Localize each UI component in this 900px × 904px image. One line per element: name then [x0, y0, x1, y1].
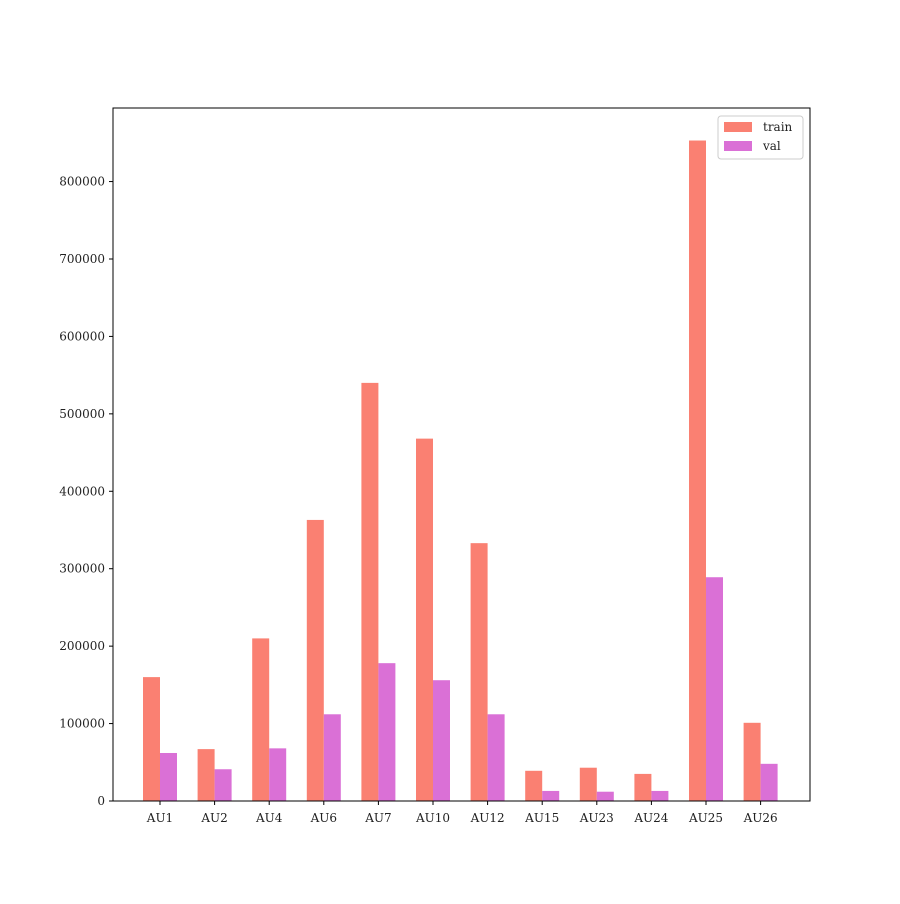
bar-train-AU24	[634, 773, 652, 801]
bar-train-AU4	[252, 638, 270, 801]
y-tick-label: 600000	[59, 329, 105, 343]
bar-val-AU12	[487, 714, 505, 801]
x-tick-label: AU25	[688, 811, 723, 825]
bar-train-AU25	[689, 140, 706, 801]
bar-val-AU25	[706, 577, 723, 801]
legend-label-val: val	[762, 139, 781, 153]
x-tick-label: AU24	[633, 811, 668, 825]
bar-val-AU4	[269, 748, 287, 801]
x-tick-label: AU12	[470, 811, 505, 825]
bar-val-AU15	[542, 790, 560, 801]
x-tick-label: AU7	[364, 811, 391, 825]
x-tick-label: AU26	[743, 811, 778, 825]
x-tick-label: AU2	[200, 811, 227, 825]
x-tick-label: AU6	[310, 811, 337, 825]
legend-swatch-train	[724, 122, 752, 132]
bar-val-AU1	[160, 752, 177, 801]
legend-label-train: train	[763, 120, 793, 134]
bar-val-AU10	[433, 680, 450, 801]
y-tick-label: 300000	[59, 562, 105, 576]
y-tick-label: 400000	[59, 484, 105, 498]
bar-val-AU23	[596, 791, 614, 801]
bar-train-AU12	[470, 543, 488, 801]
y-tick-label: 800000	[59, 175, 105, 189]
bar-train-AU1	[143, 677, 160, 801]
bar-val-AU7	[378, 663, 396, 801]
series-val	[160, 577, 778, 801]
bar-val-AU24	[651, 790, 669, 801]
bar-train-AU26	[743, 722, 761, 801]
plot-frame	[112, 107, 811, 802]
x-tick-label: AU23	[579, 811, 614, 825]
bar-val-AU2	[214, 769, 232, 801]
bar-train-AU2	[197, 749, 215, 801]
bar-val-AU26	[760, 763, 778, 801]
y-tick-label: 0	[97, 794, 105, 808]
y-tick-label: 500000	[59, 407, 105, 421]
y-tick-label: 100000	[59, 717, 105, 731]
y-tick-label: 700000	[59, 252, 105, 266]
bar-train-AU10	[416, 438, 433, 801]
bar-train-AU6	[306, 519, 324, 801]
x-tick-label: AU10	[415, 811, 450, 825]
x-tick-label: AU15	[524, 811, 559, 825]
y-tick-label: 200000	[59, 639, 105, 653]
bar-train-AU23	[579, 767, 597, 801]
bar-train-AU7	[361, 382, 379, 801]
x-tick-label: AU1	[146, 811, 173, 825]
series-train	[143, 140, 761, 801]
bar-val-AU6	[323, 714, 341, 801]
legend-swatch-val	[724, 141, 752, 151]
x-tick-label: AU4	[255, 811, 283, 825]
bar-train-AU15	[525, 770, 543, 801]
legend: train val	[717, 115, 804, 160]
